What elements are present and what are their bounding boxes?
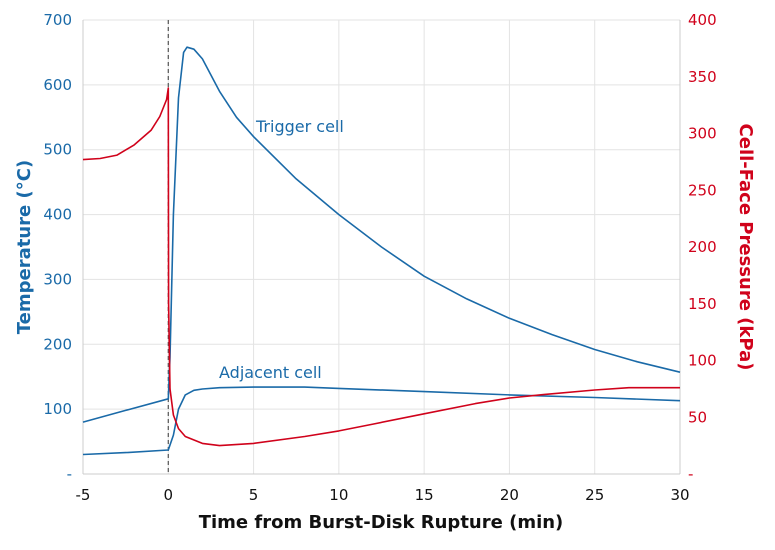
y-right-tick-label: - [688,465,693,483]
y-right-tick-label: 300 [688,125,717,143]
x-tick-label: -5 [76,486,91,504]
x-axis-label: Time from Burst-Disk Rupture (min) [199,512,564,533]
y-right-tick-label: 150 [688,295,717,313]
grid [82,19,681,475]
y-left-tick-label: 700 [43,11,72,29]
trigger-cell-line [82,46,681,423]
series-label-adjacent-cell: Adjacent cell [219,363,322,382]
x-tick-label: 30 [670,486,689,504]
y-left-tick-label: 500 [43,141,72,159]
x-tick-label: 10 [329,486,348,504]
series-lines [82,20,681,474]
y-left-tick-label: 200 [43,335,72,353]
y-left-tick-label: - [67,465,72,483]
y-right-tick-label: 200 [688,238,717,256]
y-left-tick-label: 100 [43,400,72,418]
x-tick-label: 20 [500,486,519,504]
y-right-tick-label: 250 [688,181,717,199]
y-right-tick-label: 400 [688,11,717,29]
adjacent-cell-line [82,386,681,456]
x-tick-label: 0 [164,486,174,504]
y-left-tick-label: 600 [43,76,72,94]
y-right-tick-label: 50 [688,408,707,426]
y-left-tick-label: 400 [43,206,72,224]
pressure-line [82,87,680,447]
y-right-axis-label: Cell-Face Pressure (kPa) [735,124,756,371]
y-right-tick-label: 100 [688,352,717,370]
y-left-axis-label: Temperature (°C) [14,160,35,334]
x-tick-label: 25 [585,486,604,504]
y-right-tick-label: 350 [688,68,717,86]
x-tick-label: 15 [415,486,434,504]
x-tick-label: 5 [249,486,259,504]
y-left-tick-label: 300 [43,270,72,288]
ticks: -5 0 5 10 15 20 25 30-100200300400500600700-501… [43,11,716,504]
series-label-trigger-cell: Trigger cell [255,117,344,136]
